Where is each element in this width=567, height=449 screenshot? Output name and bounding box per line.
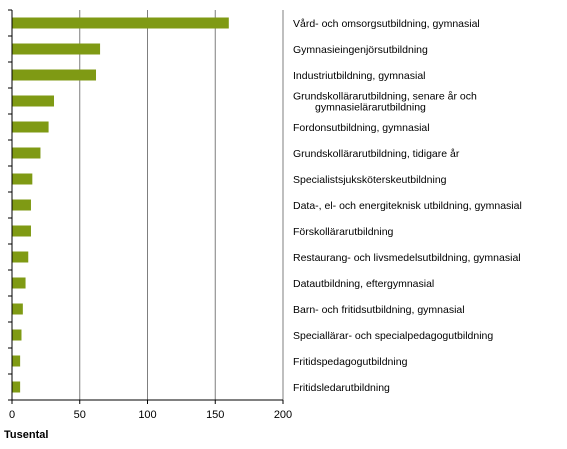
bar-13	[12, 355, 21, 367]
category-label-14: Fritidsledarutbildning	[293, 382, 390, 394]
category-label-3: Grundskollärarutbildning, senare år och g…	[293, 91, 477, 114]
bar-8	[12, 225, 31, 237]
category-label-13: Fritidspedagogutbildning	[293, 356, 408, 368]
category-label-6: Specialistsjuksköterskeutbildning	[293, 174, 447, 186]
x-tick-labels: 0 50 100 150 200	[9, 409, 292, 421]
x-tick-label-0: 0	[9, 409, 15, 421]
gridlines	[79, 10, 284, 400]
category-label-7: Data-, el- och energiteknisk utbildning,…	[293, 200, 522, 212]
x-axis-title: Tusental	[4, 429, 48, 441]
bar-12	[12, 329, 22, 341]
category-label-2: Industriutbildning, gymnasial	[293, 70, 426, 82]
category-labels: Vård- och omsorgsutbildning, gymnasial Gy…	[293, 18, 522, 394]
bar-0	[12, 17, 229, 29]
bar-9	[12, 251, 29, 263]
bar-5	[12, 147, 41, 159]
category-label-1: Gymnasieingenjörsutbildning	[293, 44, 428, 56]
bar-14	[12, 381, 21, 393]
category-label-12: Speciallärar- och specialpedagogutbildni…	[293, 330, 493, 342]
x-tick-label-150: 150	[206, 409, 224, 421]
x-tick-label-200: 200	[274, 409, 292, 421]
bar-1	[12, 43, 101, 55]
bar-3	[12, 95, 55, 107]
category-label-0: Vård- och omsorgsutbildning, gymnasial	[293, 18, 480, 30]
category-label-9: Restaurang- och livsmedelsutbildning, gy…	[293, 252, 521, 264]
category-label-11: Barn- och fritidsutbildning, gymnasial	[293, 304, 465, 316]
bar-11	[12, 303, 23, 315]
bar-4	[12, 121, 49, 133]
category-label-5: Grundskollärarutbildning, tidigare år	[293, 148, 460, 160]
x-tick-label-50: 50	[74, 409, 86, 421]
category-label-4: Fordonsutbildning, gymnasial	[293, 122, 430, 134]
category-label-10: Datautbildning, eftergymnasial	[293, 278, 434, 290]
bar-6	[12, 173, 33, 185]
x-tick-label-100: 100	[138, 409, 156, 421]
bar-7	[12, 199, 31, 211]
bar-10	[12, 277, 26, 289]
bar-2	[12, 69, 97, 81]
bars	[12, 17, 229, 393]
category-label-8: Förskollärarutbildning	[293, 226, 394, 238]
axes	[8, 9, 284, 404]
